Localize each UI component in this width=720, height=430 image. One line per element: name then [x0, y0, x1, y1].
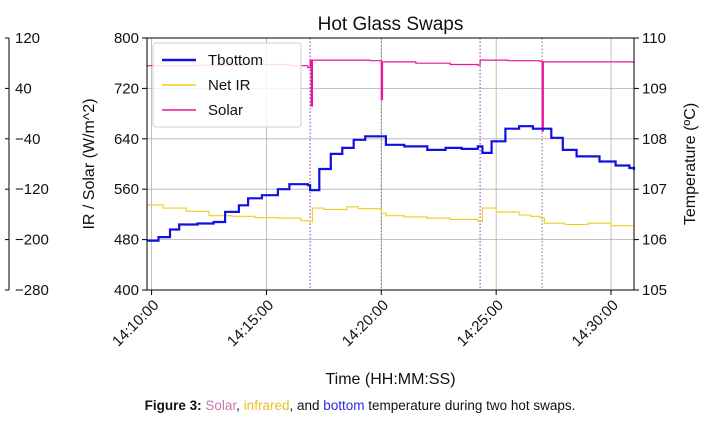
series-line-solar [147, 59, 635, 132]
y-right-tick-label: 106 [642, 232, 667, 249]
caption-word-infrared: infrared [243, 398, 290, 413]
y-left-tick-label: 640 [114, 131, 139, 148]
y-left-tick-label: 480 [114, 232, 139, 249]
y-right-tick-label: 109 [642, 80, 667, 97]
x-tick-label: 14:15:00 [224, 297, 277, 350]
x-tick-label: 14:10:00 [109, 297, 162, 350]
swap-marker-lines [309, 38, 543, 290]
y-outer-tick-label: −280 [15, 282, 49, 299]
figure-caption: Figure 3: Solar, infrared, and bottom te… [0, 398, 720, 413]
legend-label-net-ir: Net IR [208, 77, 251, 94]
y-left-tick-label: 720 [114, 80, 139, 97]
x-tick-label: 14:20:00 [339, 297, 392, 350]
legend-box [152, 42, 302, 128]
plot-frame [146, 37, 635, 291]
y-outer-tick-label: 120 [15, 30, 40, 47]
y-outer-tick-label: −120 [15, 181, 49, 198]
caption-text-1: , [236, 398, 244, 413]
series-line-net-ir [147, 204, 634, 227]
caption-word-bottom: bottom [323, 398, 365, 413]
y-outer-tick-label: 40 [15, 80, 32, 97]
series-line-tbottom [147, 125, 636, 242]
axes: 14:10:00 14:15:00 14:20:00 14:25:00 14:30:00… [5, 30, 667, 350]
legend: Tbottom Net IR Solar [152, 42, 302, 128]
legend-label-tbottom: Tbottom [208, 52, 263, 69]
x-tick-label: 14:30:00 [569, 297, 622, 350]
y-left-tick-label: 560 [114, 181, 139, 198]
y-left-tick-label: 800 [114, 30, 139, 47]
x-tick-label: 14:25:00 [454, 297, 507, 350]
y-axis-label-right: Temperature (ºC) [682, 103, 699, 225]
caption-word-solar: Solar [205, 398, 237, 413]
caption-text-2: , and [289, 398, 324, 413]
x-axis-label: Time (HH:MM:SS) [325, 371, 455, 388]
y-axis-label-left: IR / Solar (W/m^2) [81, 98, 98, 229]
y-right-tick-label: 108 [642, 131, 667, 148]
y-right-tick-label: 107 [642, 181, 667, 198]
caption-prefix: Figure 3: [144, 398, 202, 413]
y-right-tick-label: 105 [642, 282, 667, 299]
y-outer-tick-label: −200 [15, 232, 49, 249]
caption-text-3: temperature during two hot swaps. [364, 398, 576, 413]
y-right-tick-label: 110 [642, 30, 666, 47]
legend-label-solar: Solar [208, 102, 243, 119]
series-lines [147, 59, 636, 242]
chart-title: Hot Glass Swaps [318, 14, 464, 35]
y-left-tick-label: 400 [114, 282, 139, 299]
y-outer-tick-label: −40 [15, 131, 40, 148]
